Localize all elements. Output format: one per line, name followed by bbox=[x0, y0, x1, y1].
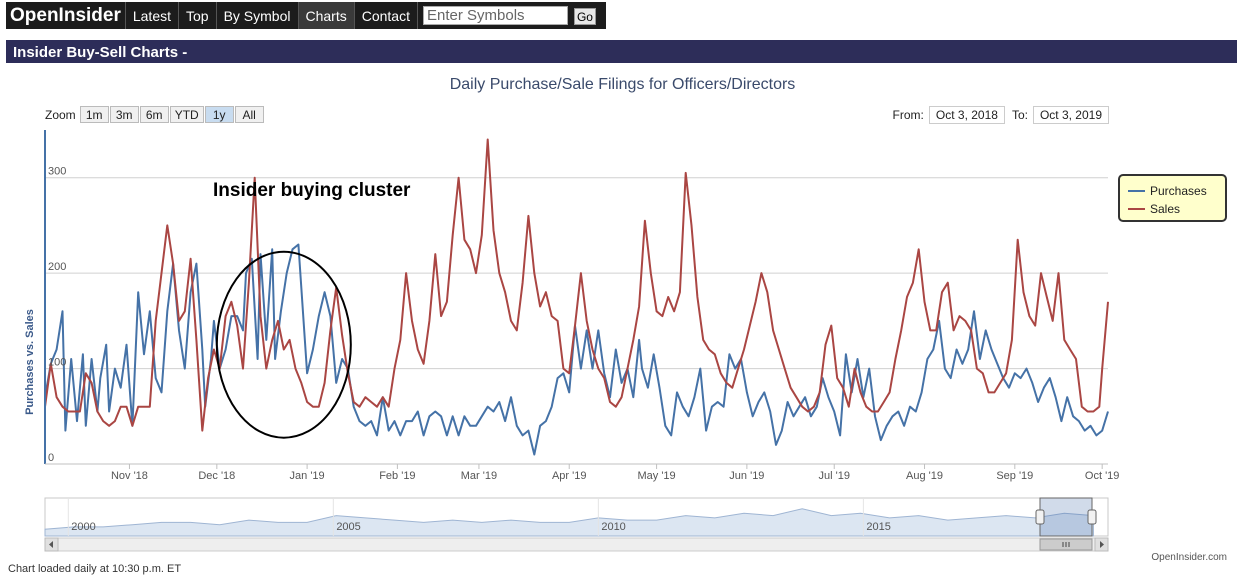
y-tick-label-0: 0 bbox=[48, 452, 54, 464]
x-tick-label-10: Sep '19 bbox=[996, 470, 1033, 482]
date-range: From: Oct 3, 2018 To: Oct 3, 2019 bbox=[886, 106, 1109, 124]
zoom-ytd-button[interactable]: YTD bbox=[169, 106, 204, 123]
legend: Purchases Sales bbox=[1118, 174, 1227, 222]
navigator-series bbox=[44, 508, 1094, 537]
zoom-1y-button[interactable]: 1y bbox=[204, 106, 234, 123]
from-label: From: bbox=[892, 108, 924, 122]
nav-top[interactable]: Top bbox=[179, 2, 217, 29]
to-label: To: bbox=[1011, 108, 1028, 122]
x-tick-label-5: Apr '19 bbox=[552, 470, 587, 482]
legend-label-purchases: Purchases bbox=[1150, 184, 1207, 198]
x-tick-label-7: Jun '19 bbox=[729, 470, 764, 482]
annotation-ellipse bbox=[215, 250, 352, 439]
navigator-selection[interactable] bbox=[1039, 497, 1093, 537]
navigator-handle-left[interactable] bbox=[1035, 509, 1045, 525]
brand-logo[interactable]: OpenInsider bbox=[6, 2, 126, 29]
navigator-label-2015: 2015 bbox=[866, 521, 890, 533]
navigator-label-2010: 2010 bbox=[601, 521, 625, 533]
zoom-bar: Zoom 1m 3m 6m YTD 1y All bbox=[45, 106, 265, 123]
navigator-label-2005: 2005 bbox=[336, 521, 360, 533]
page-title: Insider Buy-Sell Charts - bbox=[6, 40, 1237, 63]
y-tick-label-200: 200 bbox=[48, 261, 66, 273]
scrollbar-track bbox=[44, 537, 1109, 552]
symbol-search-input[interactable] bbox=[422, 6, 568, 25]
legend-swatch-purchases bbox=[1128, 190, 1145, 192]
from-date-input[interactable]: Oct 3, 2018 bbox=[928, 106, 1005, 124]
chart-title: Daily Purchase/Sale Filings for Officers… bbox=[449, 76, 796, 93]
series-line-sales bbox=[44, 138, 1109, 432]
x-tick-label-11: Oct '19 bbox=[1085, 470, 1120, 482]
nav-by-symbol[interactable]: By Symbol bbox=[217, 2, 299, 29]
nav-charts[interactable]: Charts bbox=[298, 2, 355, 29]
go-button[interactable]: Go bbox=[573, 8, 596, 25]
nav-contact[interactable]: Contact bbox=[355, 2, 418, 29]
top-nav: OpenInsider Latest Top By Symbol Charts … bbox=[6, 2, 606, 29]
x-tick-label-9: Aug '19 bbox=[906, 470, 943, 482]
zoom-3m-button[interactable]: 3m bbox=[109, 106, 139, 123]
annotation-label: Insider buying cluster bbox=[213, 180, 411, 201]
series-line-purchases bbox=[44, 243, 1109, 456]
to-date-input[interactable]: Oct 3, 2019 bbox=[1032, 106, 1109, 124]
x-tick-label-6: May '19 bbox=[637, 470, 675, 482]
y-tick-label-300: 300 bbox=[48, 166, 66, 178]
zoom-all-button[interactable]: All bbox=[234, 106, 264, 123]
scroll-left-icon bbox=[49, 541, 53, 548]
navigator-label-2000: 2000 bbox=[71, 521, 95, 533]
legend-swatch-sales bbox=[1128, 208, 1145, 210]
navigator-handle-right[interactable] bbox=[1087, 509, 1097, 525]
nav-latest[interactable]: Latest bbox=[126, 2, 179, 29]
status-text: Chart loaded daily at 10:30 p.m. ET bbox=[8, 563, 182, 575]
x-tick-label-1: Dec '18 bbox=[198, 470, 235, 482]
x-tick-label-8: Jul '19 bbox=[819, 470, 850, 482]
credit-text: OpenInsider.com bbox=[1151, 552, 1227, 563]
legend-item-sales[interactable]: Sales bbox=[1128, 200, 1217, 218]
x-tick-label-0: Nov '18 bbox=[111, 470, 148, 482]
y-tick-label-100: 100 bbox=[48, 357, 66, 369]
x-tick-label-4: Mar '19 bbox=[461, 470, 497, 482]
legend-label-sales: Sales bbox=[1150, 202, 1181, 216]
legend-item-purchases[interactable]: Purchases bbox=[1128, 182, 1217, 200]
zoom-6m-button[interactable]: 6m bbox=[139, 106, 169, 123]
x-tick-label-2: Jan '19 bbox=[290, 470, 325, 482]
x-tick-label-3: Feb '19 bbox=[379, 470, 415, 482]
zoom-1m-button[interactable]: 1m bbox=[79, 106, 109, 123]
chart-container: Daily Purchase/Sale Filings for Officers… bbox=[8, 66, 1237, 575]
scroll-right-icon bbox=[1100, 541, 1104, 548]
chart-plot: 0 100 200 300 Nov '18 Dec '18 Jan '19 Feb '19 Ma… bbox=[44, 130, 1120, 552]
zoom-label: Zoom bbox=[45, 107, 76, 122]
